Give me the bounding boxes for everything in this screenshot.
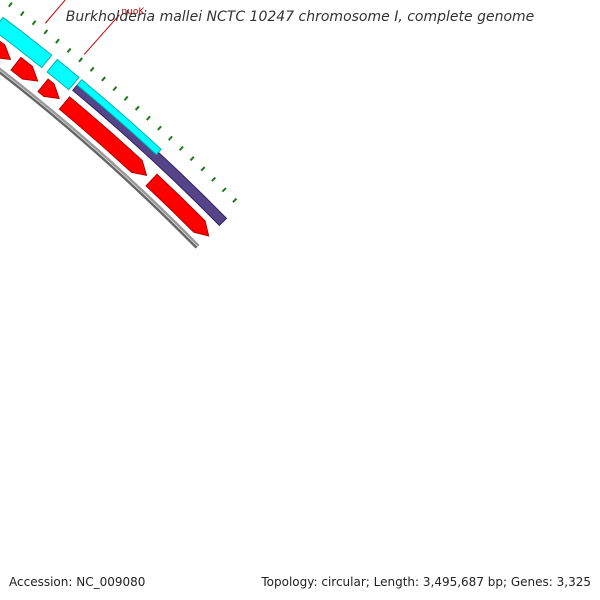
tick-mark xyxy=(78,57,83,63)
tick-mark xyxy=(168,135,173,141)
tick-mark xyxy=(101,76,106,82)
tick-mark xyxy=(134,105,140,111)
gene-feature xyxy=(76,78,162,156)
cds-feature xyxy=(0,40,12,61)
tick-mark xyxy=(178,145,184,151)
tick-mark xyxy=(221,187,227,193)
misc-feature xyxy=(72,81,228,227)
gene-leader-line xyxy=(44,0,66,24)
cds-track xyxy=(0,40,210,237)
tick-mark xyxy=(8,2,13,8)
tick-mark xyxy=(232,197,238,203)
gene-label: nuoK xyxy=(121,7,145,17)
cds-feature xyxy=(145,173,210,237)
genome-summary-text: Topology: circular; Length: 3,495,687 bp… xyxy=(261,575,591,589)
tick-mark xyxy=(189,156,195,162)
tick-mark xyxy=(112,86,118,92)
cds-feature xyxy=(37,78,60,100)
cds-feature xyxy=(58,96,148,176)
tick-mark xyxy=(66,47,72,54)
tick-mark xyxy=(211,176,217,182)
gene-feature xyxy=(0,16,53,69)
gene-track xyxy=(0,16,228,227)
backbone xyxy=(0,67,200,249)
map-title: Burkholderia mallei NCTC 10247 chromosom… xyxy=(65,9,535,25)
tick-mark xyxy=(31,20,37,26)
gene-leader-line xyxy=(83,14,120,55)
cds-feature xyxy=(10,56,39,82)
tick-mark xyxy=(55,38,60,44)
tick-mark xyxy=(19,11,25,17)
tick-mark xyxy=(200,166,206,172)
tick-mark xyxy=(43,29,49,35)
tick-mark xyxy=(89,66,95,72)
accession-text: Accession: NC_009080 xyxy=(9,575,146,589)
tick-mark xyxy=(123,95,129,101)
gene-labels: nuoFnuoGnuoHnuoInuoJnuoK xyxy=(44,0,145,55)
tick-mark xyxy=(157,125,162,131)
outer-tick-ring xyxy=(8,2,238,203)
gene-feature xyxy=(46,58,80,91)
backbone-line xyxy=(0,71,198,249)
tick-mark xyxy=(146,115,151,121)
backbone-line xyxy=(0,67,200,247)
